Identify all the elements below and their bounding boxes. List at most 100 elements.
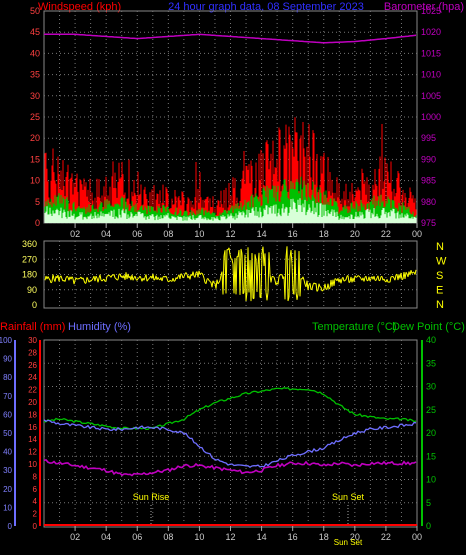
direction-mark bbox=[354, 275, 357, 278]
direction-mark bbox=[294, 250, 297, 292]
direction-mark bbox=[240, 248, 243, 254]
direction-mark bbox=[205, 279, 208, 284]
direction-mark bbox=[379, 276, 382, 281]
windspeed-tick-label: 15 bbox=[30, 154, 40, 164]
direction-mark bbox=[218, 280, 221, 283]
wind-x-tick-label: 12 bbox=[225, 229, 235, 239]
rainfall-tick-label: 26 bbox=[28, 361, 37, 370]
humidity-tick-label: 80 bbox=[3, 373, 12, 382]
direction-mark bbox=[394, 274, 397, 281]
direction-mark bbox=[211, 280, 214, 288]
direction-mark bbox=[143, 277, 146, 281]
direction-mark bbox=[101, 279, 104, 282]
direction-mark bbox=[48, 278, 51, 281]
temperature-tick-label: 40 bbox=[426, 335, 436, 345]
direction-mark bbox=[225, 249, 228, 294]
direction-mark bbox=[386, 279, 389, 283]
direction-mark bbox=[85, 277, 88, 284]
windspeed-tick-label: 20 bbox=[30, 133, 40, 143]
direction-mark bbox=[345, 276, 348, 280]
direction-degree-label: 270 bbox=[22, 254, 37, 264]
direction-mark bbox=[91, 278, 94, 281]
temperature-x-tick-label: 04 bbox=[101, 532, 111, 542]
direction-mark bbox=[318, 283, 321, 287]
direction-compass-label: S bbox=[436, 270, 443, 282]
direction-mark bbox=[62, 279, 65, 282]
humidity-tick-label: 100 bbox=[0, 336, 13, 345]
direction-mark bbox=[284, 257, 287, 300]
rainfall-tick-label: 10 bbox=[28, 460, 37, 469]
temperature-x-tick-label: 02 bbox=[70, 532, 80, 542]
barometer-tick-label: 980 bbox=[421, 197, 436, 207]
direction-compass-label: N bbox=[436, 241, 444, 253]
direction-compass-label: E bbox=[436, 285, 443, 297]
direction-degree-label: 180 bbox=[22, 270, 37, 280]
wind-x-tick-label: 08 bbox=[163, 229, 173, 239]
rainfall-tick-label: 16 bbox=[28, 423, 37, 432]
windspeed-tick-label: 40 bbox=[30, 48, 40, 58]
direction-mark bbox=[316, 289, 319, 292]
direction-mark bbox=[277, 276, 280, 285]
direction-mark bbox=[342, 277, 345, 282]
rainfall-title: Rainfall (mm) bbox=[0, 321, 65, 333]
direction-mark bbox=[231, 259, 234, 265]
direction-mark bbox=[208, 280, 211, 282]
direction-mark bbox=[132, 277, 135, 281]
direction-mark bbox=[287, 297, 290, 302]
direction-mark bbox=[152, 273, 155, 281]
direction-mark bbox=[137, 277, 140, 279]
direction-mark bbox=[273, 276, 276, 281]
barometer-tick-label: 990 bbox=[421, 154, 436, 164]
direction-mark bbox=[82, 277, 85, 281]
direction-mark bbox=[54, 276, 57, 282]
direction-mark bbox=[176, 276, 179, 280]
direction-mark bbox=[242, 292, 245, 295]
direction-mark bbox=[217, 282, 220, 285]
direction-mark bbox=[95, 275, 98, 279]
direction-compass-label: W bbox=[436, 256, 447, 268]
direction-mark bbox=[166, 278, 169, 282]
temperature-tick-label: 0 bbox=[426, 521, 431, 531]
wind-x-tick-label: 06 bbox=[132, 229, 142, 239]
direction-mark bbox=[207, 278, 210, 281]
rainfall-tick-label: 2 bbox=[33, 510, 38, 519]
windspeed-tick-label: 25 bbox=[30, 112, 40, 122]
direction-mark bbox=[278, 274, 281, 277]
direction-mark bbox=[266, 292, 269, 301]
direction-mark bbox=[303, 279, 306, 285]
direction-mark bbox=[222, 255, 225, 295]
direction-mark bbox=[258, 252, 261, 298]
direction-mark bbox=[219, 275, 222, 281]
windspeed-tick-label: 10 bbox=[30, 176, 40, 186]
direction-grid bbox=[44, 241, 417, 308]
barometer-tick-label: 1025 bbox=[421, 6, 441, 16]
temperature-tick-label: 25 bbox=[426, 405, 436, 415]
direction-mark bbox=[179, 273, 182, 280]
direction-mark bbox=[86, 277, 89, 280]
direction-mark bbox=[392, 276, 395, 279]
rainfall-tick-label: 28 bbox=[28, 348, 37, 357]
temperature-tick-label: 15 bbox=[426, 451, 436, 461]
direction-degree-label: 90 bbox=[27, 285, 37, 295]
direction-mark bbox=[299, 278, 302, 297]
direction-mark bbox=[313, 282, 316, 285]
direction-mark bbox=[359, 276, 362, 279]
direction-mark bbox=[50, 281, 53, 284]
direction-mark bbox=[348, 281, 351, 284]
direction-mark bbox=[117, 274, 120, 280]
direction-mark bbox=[309, 283, 312, 290]
temperature-x-tick-label: 18 bbox=[319, 532, 329, 542]
direction-mark bbox=[268, 252, 271, 275]
direction-mark bbox=[73, 280, 76, 285]
direction-mark bbox=[290, 250, 293, 264]
direction-mark bbox=[322, 288, 325, 291]
direction-mark bbox=[216, 279, 219, 284]
direction-degree-label: 0 bbox=[32, 300, 37, 310]
temperature-axis: 0102030405060708090100024681012141618202… bbox=[0, 335, 436, 542]
direction-mark bbox=[60, 275, 63, 280]
direction-mark bbox=[353, 275, 356, 282]
direction-mark bbox=[103, 278, 106, 282]
direction-mark bbox=[212, 280, 215, 284]
